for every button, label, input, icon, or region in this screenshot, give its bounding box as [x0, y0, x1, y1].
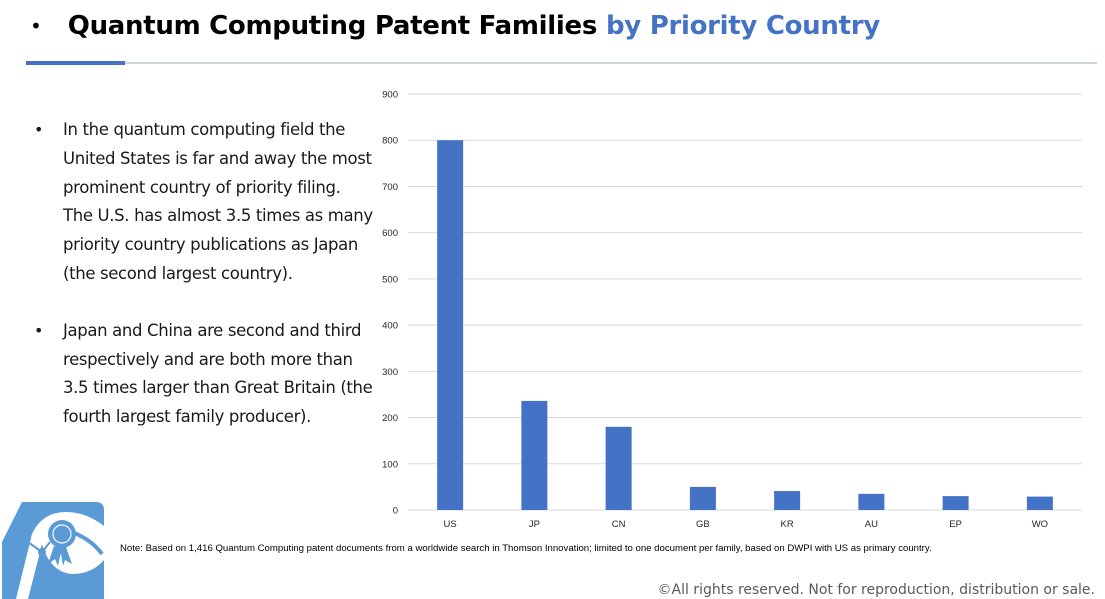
- bullet-list: • In the quantum computing field the Uni…: [34, 116, 374, 432]
- y-tick-label: 700: [382, 182, 398, 193]
- y-tick-label: 600: [382, 228, 398, 239]
- title-bullet: •: [30, 14, 42, 38]
- title-accent: by Priority Country: [606, 11, 880, 41]
- bar-wo: [1026, 496, 1053, 510]
- y-tick-label: 100: [382, 459, 398, 470]
- bullet-marker: •: [34, 320, 44, 340]
- bullet-text: In the quantum computing field the Unite…: [63, 120, 373, 283]
- bars: [437, 140, 1053, 510]
- y-axis-ticks: 0 100 200 300 400 500 600 700 800 900: [382, 90, 398, 517]
- x-tick-label: EP: [949, 519, 962, 530]
- x-tick-label: AU: [865, 519, 878, 530]
- copyright-notice: ©All rights reserved. Not for reproducti…: [657, 582, 1096, 598]
- x-axis-ticks: US JP CN GB KR AU EP WO: [444, 519, 1049, 530]
- bullet-marker: •: [34, 120, 44, 139]
- bar-ep: [942, 496, 969, 510]
- y-tick-label: 900: [382, 90, 398, 101]
- bar-cn: [605, 426, 632, 510]
- patent-ribbon-logo-icon: [2, 502, 104, 599]
- x-tick-label: KR: [781, 519, 794, 530]
- chart-note: Note: Based on 1,416 Quantum Computing p…: [120, 543, 932, 554]
- x-tick-label: GB: [696, 519, 710, 530]
- y-tick-label: 0: [393, 506, 398, 517]
- bullet-text: Japan and China are second and third res…: [63, 320, 373, 427]
- x-tick-label: JP: [529, 519, 540, 530]
- bar-jp: [521, 400, 548, 510]
- y-tick-label: 300: [382, 367, 398, 378]
- x-tick-label: CN: [612, 519, 626, 530]
- title-divider-accent: [26, 61, 125, 65]
- title-divider: [26, 62, 1097, 64]
- bar-us: [437, 140, 464, 510]
- x-tick-label: WO: [1032, 519, 1048, 530]
- y-tick-label: 500: [382, 274, 398, 285]
- bar-au: [858, 493, 885, 510]
- bar-gb: [689, 486, 716, 510]
- x-tick-label: US: [444, 519, 457, 530]
- y-tick-label: 200: [382, 413, 398, 424]
- title-main: Quantum Computing Patent Families: [67, 11, 598, 41]
- bar-kr: [774, 491, 801, 510]
- y-tick-label: 400: [382, 321, 398, 332]
- bullet-item: • In the quantum computing field the Uni…: [34, 116, 374, 289]
- page-title: • Quantum Computing Patent Families by P…: [30, 6, 880, 46]
- gridlines: [408, 93, 1082, 511]
- y-tick-label: 800: [382, 136, 398, 147]
- bar-chart: 0 100 200 300 400 500 600 700 800 900 US JP CN GB KR A…: [382, 90, 1082, 530]
- bullet-item: • Japan and China are second and third r…: [34, 317, 374, 432]
